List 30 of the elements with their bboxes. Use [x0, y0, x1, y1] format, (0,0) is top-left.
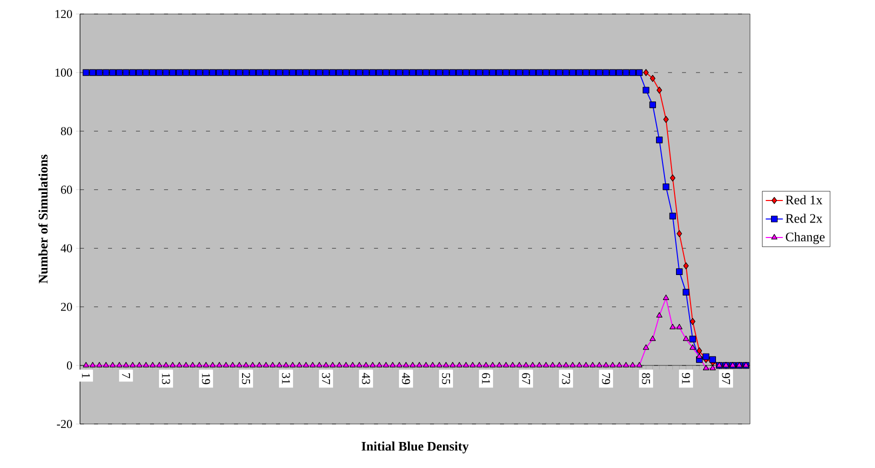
y-tick-label: 0: [66, 361, 72, 370]
y-tick-label: 100: [56, 68, 72, 77]
legend-label: Red 2x: [786, 214, 822, 223]
y-tick-label: 60: [60, 186, 72, 194]
x-tick-label: 61: [482, 373, 490, 384]
x-tick-label: 1: [82, 374, 90, 378]
legend-label: Red 1x: [786, 195, 822, 204]
x-axis-title: Initial Blue Density: [362, 442, 469, 454]
x-tick-label: 25: [242, 373, 250, 384]
y-tick-label: 20: [61, 302, 72, 311]
x-tick-label: 43: [362, 372, 370, 384]
x-tick-label: 37: [322, 373, 330, 384]
x-tick-label: 55: [442, 373, 450, 384]
x-tick-label: 97: [722, 373, 730, 384]
y-tick-label: 120: [56, 10, 72, 18]
x-tick-label: 85: [642, 373, 650, 384]
x-tick-label: 91: [682, 373, 690, 384]
y-tick-label: 80: [60, 127, 72, 136]
x-tick-label: 13: [162, 374, 170, 384]
x-tick-label: 79: [602, 373, 610, 384]
x-tick-label: 31: [282, 373, 290, 384]
x-tick-label: 49: [402, 372, 410, 384]
x-tick-label: 19: [202, 374, 210, 384]
x-tick-label: 67: [522, 373, 530, 384]
x-tick-label: 73: [562, 373, 570, 384]
legend-label: Change: [786, 232, 825, 244]
x-tick-label: 7: [122, 373, 130, 378]
y-tick-label: -20: [56, 420, 72, 428]
y-tick-label: 40: [60, 244, 72, 252]
y-axis-title: Number of Simulations: [38, 154, 48, 284]
